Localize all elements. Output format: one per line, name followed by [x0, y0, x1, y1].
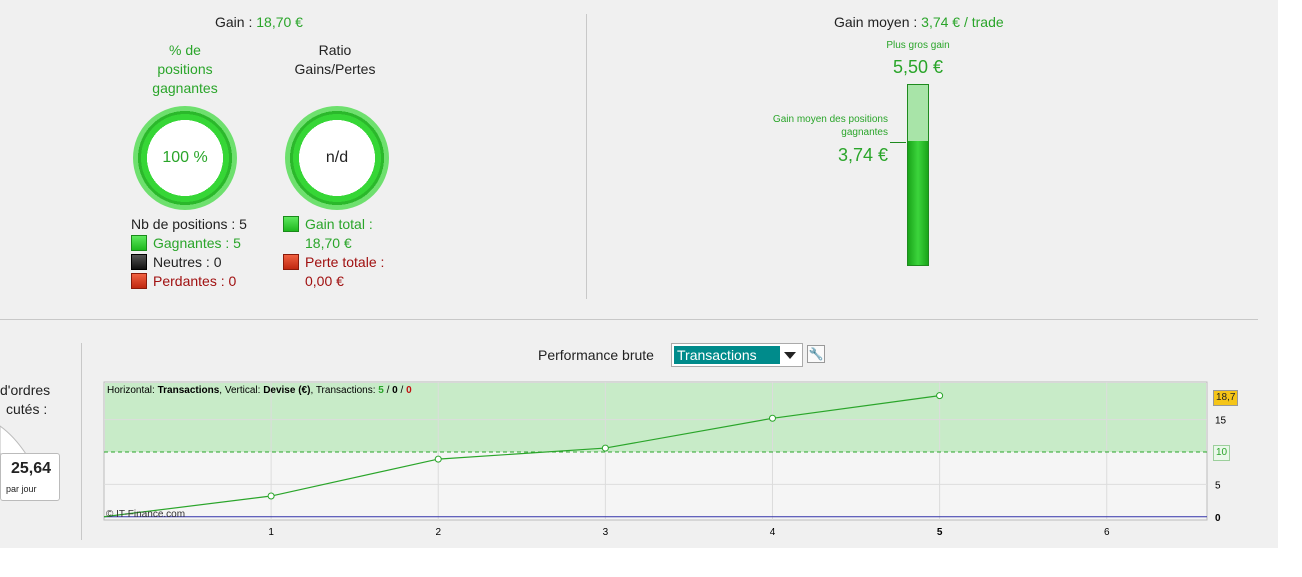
chart-copyright: © IT-Finance.com [106, 509, 185, 520]
chart-header-part: Devise (€) [263, 385, 310, 396]
last-value-badge: 18,7 [1213, 389, 1239, 406]
chart-header-part: 0 [406, 385, 412, 396]
pct-title-line: gagnantes [152, 80, 218, 96]
bottom-divider [81, 343, 82, 540]
ratio-value: n/d [325, 149, 349, 166]
per-day-value: 25,64 [10, 460, 52, 477]
black-square-icon [131, 254, 147, 270]
ratio-title-line: Ratio [318, 42, 352, 58]
green-square-icon [131, 235, 147, 251]
x-tick-label: 2 [435, 527, 441, 538]
x-tick-label: 6 [1104, 527, 1110, 538]
reference-value-badge: 10 [1213, 444, 1231, 461]
pct-title-line: % de [169, 42, 201, 58]
performance-title: Performance brute [538, 347, 654, 363]
gain-total-label: Gain total : [305, 216, 373, 232]
chart-header-part: Transactions [158, 385, 220, 396]
gain-label: Gain : [215, 14, 253, 30]
chart-header-part: , Vertical: [219, 385, 263, 396]
data-point [434, 455, 442, 463]
wrench-icon: 🔧 [808, 347, 824, 361]
chart-header-part: , Transactions: [310, 385, 378, 396]
chart-header-part: 0 [392, 385, 398, 396]
max-gain-label: Plus gros gain [886, 40, 950, 51]
wrench-button[interactable]: 🔧 [807, 345, 825, 363]
per-day-unit: par jour [6, 484, 37, 494]
data-point [601, 444, 609, 452]
gain-value: 18,70 € [256, 14, 303, 30]
perte-totale-label: Perte totale : [305, 254, 385, 270]
series-points [267, 392, 944, 500]
section-divider [0, 319, 1258, 320]
avg-gain-label: Gain moyen des positions gagnantes [740, 113, 888, 139]
chart-header-part: 5 [378, 385, 384, 396]
chart-header-part: / [384, 385, 392, 396]
data-point [768, 414, 776, 422]
performance-select-value: Transactions [674, 346, 780, 364]
avg-gain-value: 3,74 € [837, 145, 888, 165]
pct-title-line: positions [157, 61, 213, 77]
y-tick-label: 0 [1215, 513, 1221, 524]
positions-legend: Nb de positions : 5 Gagnantes : 5 Neutre… [131, 215, 247, 291]
max-gain-value: 5,50 € [892, 57, 944, 77]
pct-winning-value: 100 % [162, 149, 208, 166]
series-line [103, 395, 940, 518]
orders-label: d'ordres cutés : [0, 381, 50, 419]
gain-total: Gain total : [283, 215, 384, 234]
y-ticks: 5 15 0 [1215, 416, 1227, 524]
legend-neutres-label: Neutres : 0 [153, 254, 222, 270]
data-point [936, 392, 944, 400]
x-tick-label: 1 [268, 527, 274, 538]
orders-label-line: d'ordres [0, 382, 51, 398]
legend-neutres: Neutres : 0 [131, 253, 247, 272]
gain-gauge-fill [908, 141, 928, 265]
gain-moyen-summary: Gain moyen : 3,74 € / trade [834, 14, 1004, 30]
x-ticks: 1 2 3 4 5 6 [268, 527, 1110, 538]
ratio-title: Ratio Gains/Pertes [270, 41, 400, 79]
chart-header: Horizontal: Transactions, Vertical: Devi… [107, 385, 412, 396]
nb-positions: Nb de positions : 5 [131, 216, 247, 232]
data-point [267, 492, 275, 500]
y-tick-label: 5 [1215, 480, 1221, 491]
above-reference-area [105, 383, 1206, 452]
perte-totale: Perte totale : [283, 253, 384, 272]
grid [104, 382, 1207, 520]
performance-select[interactable]: Transactions [671, 343, 803, 367]
gain-summary: Gain : 18,70 € [215, 14, 303, 30]
chevron-down-icon [784, 352, 796, 359]
ratio-title-line: Gains/Pertes [294, 61, 376, 77]
legend-gagnantes: Gagnantes : 5 [131, 234, 247, 253]
gain-total-value: 18,70 € [305, 235, 352, 251]
green-square-icon [283, 216, 299, 232]
pct-winning-ring: 100 % [133, 106, 237, 210]
chart-header-part: Horizontal: [107, 385, 158, 396]
x-tick-label: 4 [770, 527, 776, 538]
legend-gagnantes-label: Gagnantes : 5 [153, 235, 241, 251]
avg-gain-label-line: gagnantes [841, 127, 888, 138]
per-day-card: 25,64 par jour [0, 453, 60, 501]
gain-moyen-label: Gain moyen : [834, 14, 918, 30]
red-square-icon [283, 254, 299, 270]
chart-header-part: / [398, 385, 406, 396]
gain-gauge [907, 84, 929, 266]
top-divider [586, 14, 587, 299]
legend-perdantes: Perdantes : 0 [131, 272, 247, 291]
orders-label-line: cutés : [6, 401, 48, 417]
avg-gain-label-line: Gain moyen des positions [772, 114, 888, 125]
perte-totale-value: 0,00 € [305, 273, 344, 289]
avg-arrow-icon [890, 142, 906, 144]
y-tick-label: 15 [1215, 416, 1227, 427]
pct-winning-title: % de positions gagnantes [125, 41, 245, 98]
x-tick-label: 3 [603, 527, 609, 538]
x-tick-label: 5 [937, 527, 943, 538]
legend-perdantes-label: Perdantes : 0 [153, 273, 237, 289]
red-square-icon [131, 273, 147, 289]
totals-legend: Gain total : 18,70 € Perte totale : 0,00… [283, 215, 384, 291]
ratio-ring: n/d [285, 106, 389, 210]
gain-moyen-value: 3,74 € / trade [921, 14, 1004, 30]
